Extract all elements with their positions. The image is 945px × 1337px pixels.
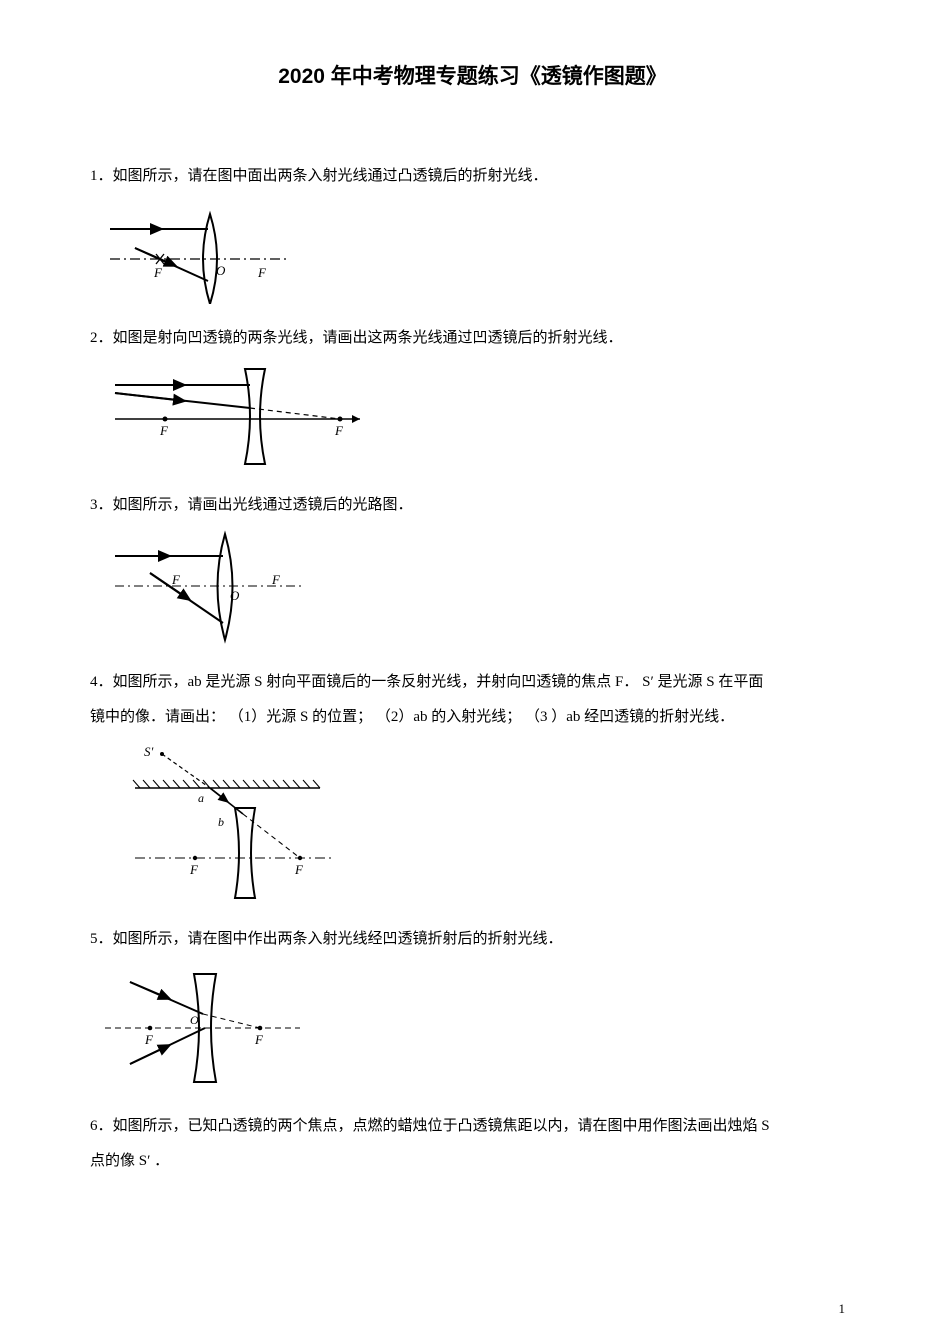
q3-num: 3． [90, 497, 113, 513]
q6-text-a: 如图所示，已知凸透镜的两个焦点，点燃的蜡烛位于凸透镜焦距以内，请在图中用作图法画… [113, 1118, 770, 1134]
f1-Fleft-label: F [153, 265, 163, 280]
f5-O-label: O [190, 1013, 199, 1027]
q1-num: 1． [90, 168, 113, 184]
figure-4: S′ F F [90, 740, 855, 905]
f2-Fright-label: F [334, 423, 344, 438]
f5-Fright-label: F [254, 1032, 264, 1047]
question-6: 6．如图所示，已知凸透镜的两个焦点，点燃的蜡烛位于凸透镜焦距以内，请在图中用作图… [90, 1110, 855, 1143]
question-2: 2．如图是射向凹透镜的两条光线，请画出这两条光线通过凹透镜后的折射光线． [90, 322, 855, 355]
q5-text: 如图所示，请在图中作出两条入射光线经凹透镜折射后的折射光线． [113, 931, 563, 947]
q5-num: 5． [90, 931, 113, 947]
f4-Fleft-label: F [189, 862, 199, 877]
question-4b: 镜中的像．请画出： （1）光源 S 的位置； （2）ab 的入射光线； （3 ）… [90, 701, 855, 734]
f1-O-label: O [216, 263, 226, 278]
f4-Sprime-label: S′ [144, 744, 154, 759]
f5-Fleft-label: F [144, 1032, 154, 1047]
q6-num: 6． [90, 1118, 113, 1134]
f2-Fleft-label: F [159, 423, 169, 438]
question-3: 3．如图所示，请画出光线通过透镜后的光路图． [90, 489, 855, 522]
f3-O-label: O [230, 588, 240, 603]
question-6b: 点的像 S′ ． [90, 1145, 855, 1178]
q2-num: 2． [90, 330, 113, 346]
page: 2020 年中考物理专题练习《透镜作图题》 1．如图所示，请在图中面出两条入射光… [0, 0, 945, 1337]
question-1: 1．如图所示，请在图中面出两条入射光线通过凸透镜后的折射光线． [90, 160, 855, 193]
q2-text: 如图是射向凹透镜的两条光线，请画出这两条光线通过凹透镜后的折射光线． [113, 330, 623, 346]
f3-Fright-label: F [271, 572, 281, 587]
q1-text: 如图所示，请在图中面出两条入射光线通过凸透镜后的折射光线． [113, 168, 548, 184]
q3-text: 如图所示，请画出光线通过透镜后的光路图． [113, 497, 413, 513]
f3-Fleft-label: F [171, 572, 181, 587]
page-number: 1 [839, 1301, 846, 1317]
figure-1: F F O [90, 199, 855, 304]
f4-a-label: a [198, 791, 204, 805]
f1-Fright-label: F [257, 265, 267, 280]
q4-text-b: 镜中的像．请画出： （1）光源 S 的位置； （2）ab 的入射光线； （3 ）… [90, 709, 734, 725]
figure-3: F O F [90, 528, 855, 648]
q4-num: 4． [90, 674, 113, 690]
figure-2: F F [90, 361, 855, 471]
f4-b-label: b [218, 815, 224, 829]
figure-5: F F O [90, 962, 855, 1092]
question-5: 5．如图所示，请在图中作出两条入射光线经凹透镜折射后的折射光线． [90, 923, 855, 956]
question-4: 4．如图所示，ab 是光源 S 射向平面镜后的一条反射光线，并射向凹透镜的焦点 … [90, 666, 855, 699]
f4-Fright-label: F [294, 862, 304, 877]
q6-text-b: 点的像 S′ ． [90, 1153, 169, 1169]
page-title: 2020 年中考物理专题练习《透镜作图题》 [90, 60, 855, 90]
q4-text-a: 如图所示，ab 是光源 S 射向平面镜后的一条反射光线，并射向凹透镜的焦点 F．… [113, 674, 764, 690]
